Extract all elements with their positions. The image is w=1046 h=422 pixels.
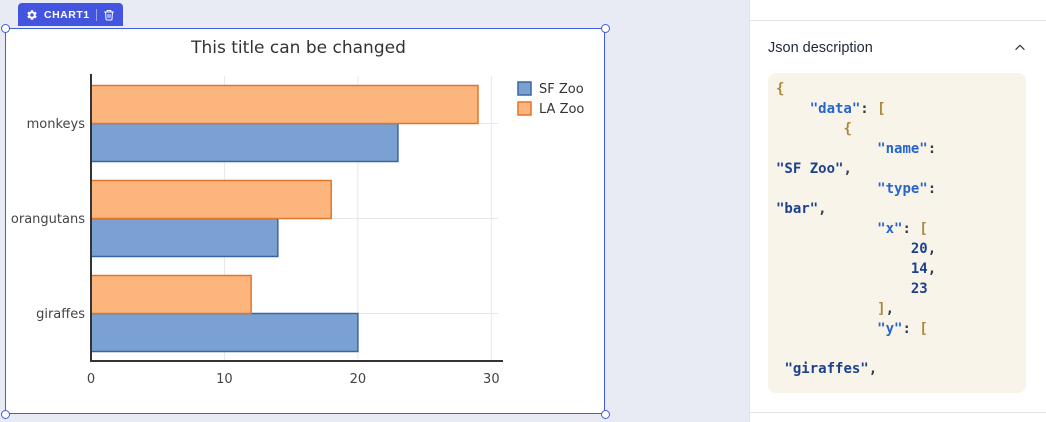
chevron-up-icon[interactable]	[1012, 40, 1028, 56]
x-tick-label: 10	[216, 372, 233, 387]
code-line: 14,	[910, 261, 937, 277]
json-code-block[interactable]: { "data": [ { "name": "SF Zoo", "type": "b…	[768, 73, 1026, 393]
chart-badge-label: CHART1	[44, 8, 90, 21]
y-category-label: orangutans	[11, 212, 85, 227]
bar-la-zoo-orangutans[interactable]	[90, 179, 332, 220]
bar-chart: 0 10 20 30 giraffes orangutans monkeys SF Zoo LA…	[11, 74, 584, 387]
x-tick-label: 20	[350, 372, 367, 387]
y-category-label: giraffes	[36, 307, 85, 322]
chart-title: This title can be changed	[191, 38, 406, 58]
resize-handle-top-right[interactable]	[601, 24, 610, 33]
code-line: 23	[910, 281, 928, 297]
panel-top-divider	[750, 20, 1046, 21]
trash-icon[interactable]	[103, 9, 115, 21]
code-line: ],	[877, 301, 895, 317]
legend-item-la-zoo[interactable]: LA Zoo	[517, 101, 584, 117]
bar-la-zoo-giraffes[interactable]	[90, 274, 252, 315]
resize-handle-bottom-right[interactable]	[601, 410, 610, 419]
chart-canvas: This title can be changed 0 10 20 30 giraffe…	[1, 3, 610, 419]
resize-handle-bottom-left[interactable]	[1, 410, 10, 419]
chart-badge[interactable]: CHART1	[18, 3, 123, 26]
bar-la-zoo-monkeys[interactable]	[90, 84, 479, 125]
gear-icon[interactable]	[26, 9, 38, 21]
x-tick-label: 0	[87, 372, 95, 387]
code-line: "giraffes",	[784, 361, 878, 377]
json-description-header[interactable]: Json description	[768, 38, 1028, 58]
properties-panel: Json description { "data": [ { "name": "S…	[749, 0, 1046, 422]
code-line: {	[843, 121, 852, 137]
code-line	[776, 339, 1018, 359]
y-category-label: monkeys	[27, 117, 86, 132]
code-line: "data": [	[809, 101, 886, 117]
code-line: 20,	[910, 241, 937, 257]
code-line: "type":	[877, 181, 937, 197]
json-description-label: Json description	[768, 40, 873, 56]
resize-handle-top-left[interactable]	[1, 24, 10, 33]
legend-item-sf-zoo[interactable]: SF Zoo	[517, 81, 584, 97]
bar-sf-zoo-monkeys[interactable]	[90, 122, 399, 163]
code-line: "name":	[877, 141, 937, 157]
x-tick-label: 30	[483, 372, 500, 387]
svg-text:SF Zoo: SF Zoo	[539, 82, 584, 97]
code-line: "y": [	[877, 321, 928, 337]
code-line: {	[776, 81, 785, 97]
code-line: "x": [	[877, 221, 928, 237]
bar-sf-zoo-orangutans[interactable]	[90, 217, 279, 258]
chart-widget[interactable]: This title can be changed 0 10 20 30 giraffe…	[5, 28, 605, 414]
badge-divider	[95, 8, 97, 21]
code-line: "SF Zoo",	[776, 161, 852, 177]
bar-sf-zoo-giraffes[interactable]	[90, 312, 359, 353]
svg-text:LA Zoo: LA Zoo	[539, 102, 584, 117]
panel-bottom-divider	[750, 412, 1046, 413]
code-line: "bar",	[776, 201, 827, 217]
